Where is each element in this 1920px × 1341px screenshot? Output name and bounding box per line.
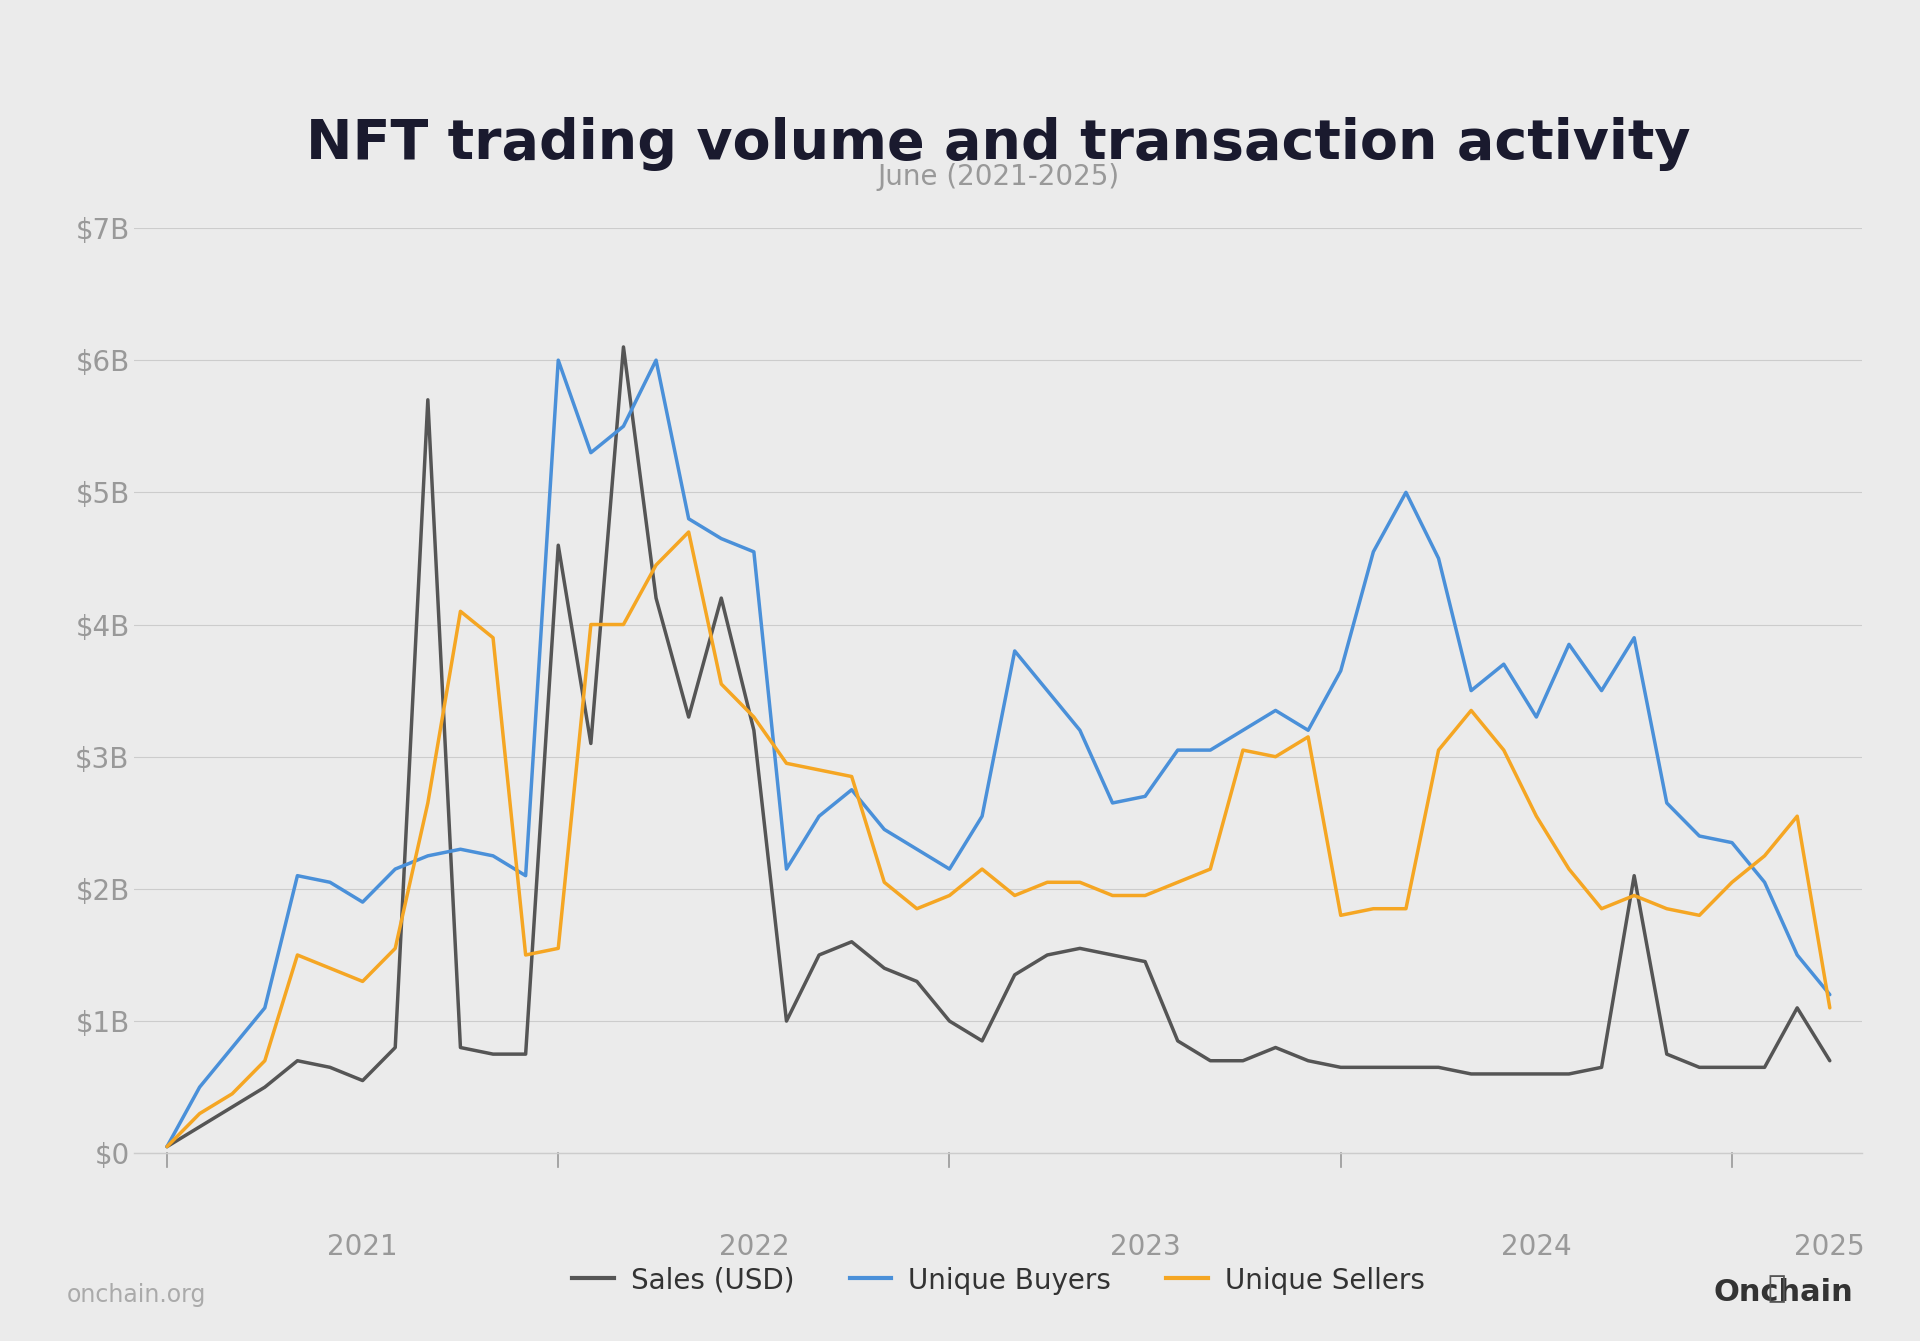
- Text: 2024: 2024: [1501, 1232, 1572, 1261]
- Text: Onchain: Onchain: [1713, 1278, 1853, 1307]
- Text: 2021: 2021: [326, 1232, 397, 1261]
- Text: onchain.org: onchain.org: [67, 1283, 207, 1307]
- Text: June (2021-2025): June (2021-2025): [877, 164, 1119, 190]
- Text: 2023: 2023: [1110, 1232, 1181, 1261]
- Text: 2025: 2025: [1795, 1232, 1864, 1261]
- Text: ⦾: ⦾: [1766, 1274, 1786, 1303]
- Legend: Sales (USD), Unique Buyers, Unique Sellers: Sales (USD), Unique Buyers, Unique Selle…: [561, 1255, 1436, 1306]
- Title: NFT trading volume and transaction activity: NFT trading volume and transaction activ…: [305, 117, 1692, 170]
- Text: 2022: 2022: [718, 1232, 789, 1261]
